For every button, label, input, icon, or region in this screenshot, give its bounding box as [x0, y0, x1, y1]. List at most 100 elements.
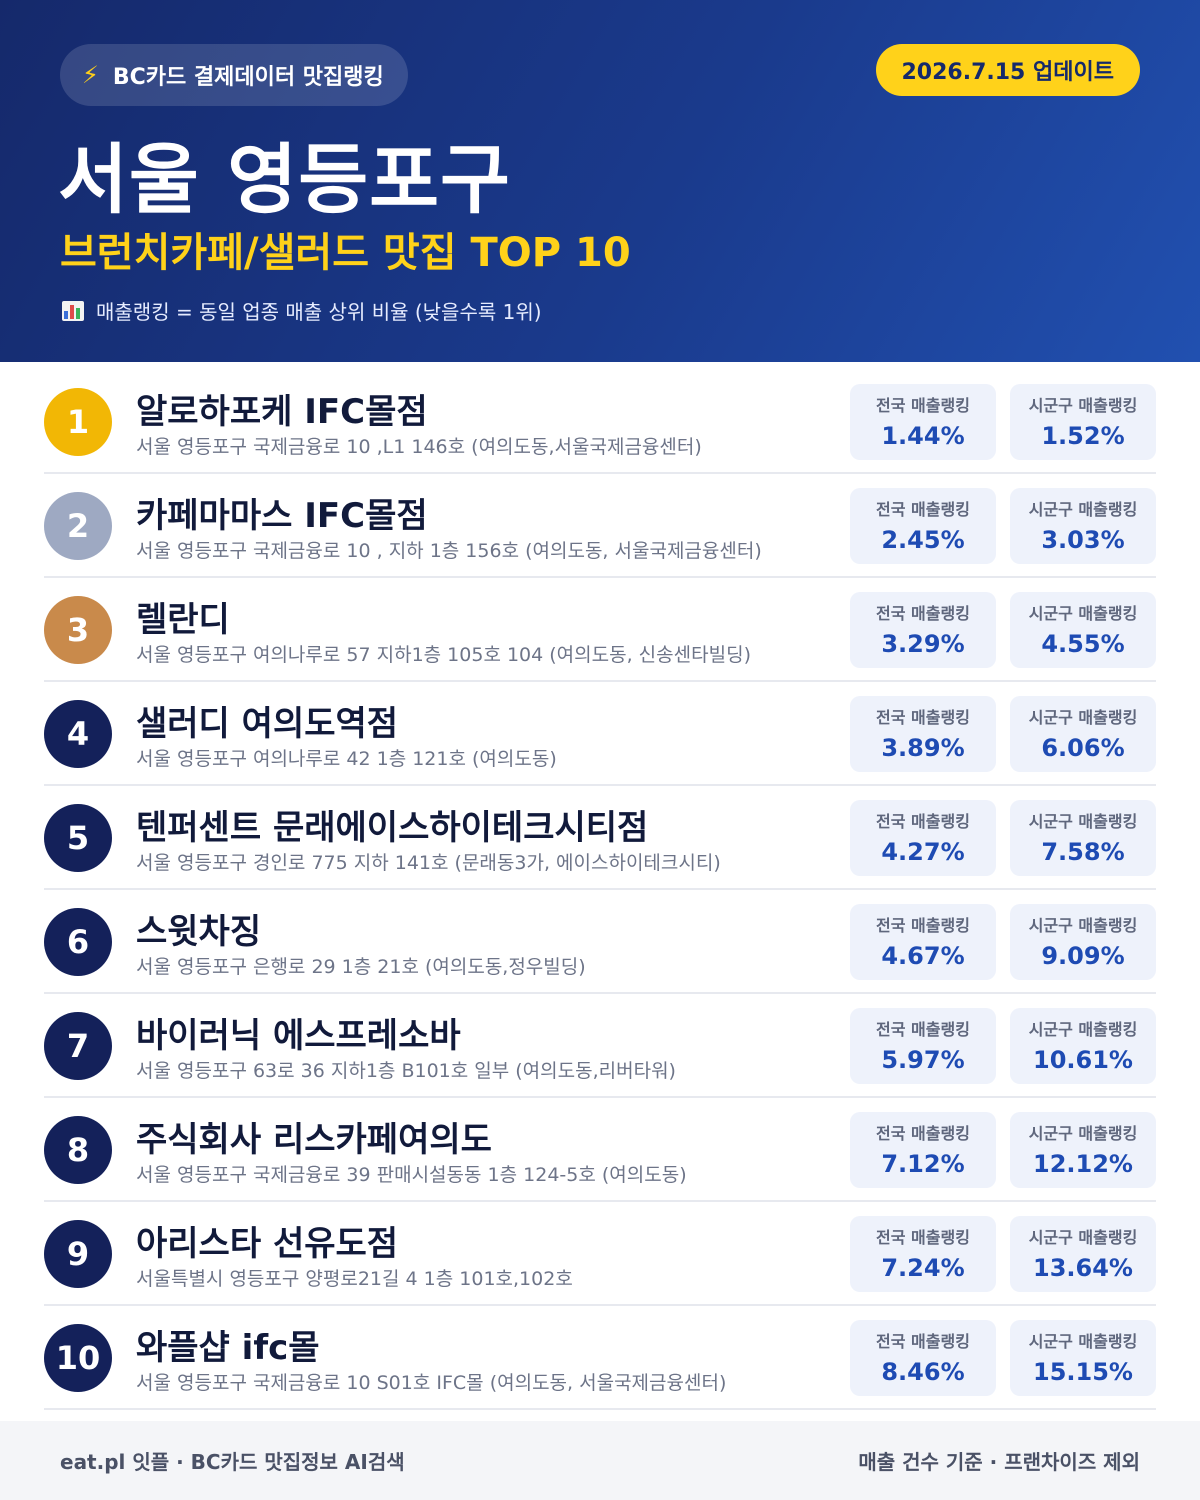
restaurant-address: 서울 영등포구 여의나루로 57 지하1층 105호 104 (여의도동, 신송… — [136, 644, 751, 666]
district-ranking-label: 시군구 매출랭킹 — [1028, 1124, 1138, 1143]
footer-source: eat.pl 잇플 · BC카드 맛집정보 AI검색 — [60, 1450, 405, 1474]
rank-badge: 1 — [44, 388, 112, 456]
ranking-note-text: 매출랭킹 = 동일 업종 매출 상위 비율 (낮을수록 1위) — [96, 300, 542, 324]
national-ranking-value: 1.44% — [881, 422, 965, 450]
district-ranking-label: 시군구 매출랭킹 — [1028, 500, 1138, 519]
district-ranking-box: 시군구 매출랭킹 9.09% — [1010, 904, 1156, 980]
national-ranking-value: 7.24% — [881, 1254, 965, 1282]
national-ranking-box: 전국 매출랭킹 3.89% — [850, 696, 996, 772]
lightning-icon: ⚡ — [82, 61, 99, 89]
page-title: 서울 영등포구 — [58, 135, 511, 224]
district-ranking-value: 1.52% — [1041, 422, 1125, 450]
national-ranking-box: 전국 매출랭킹 2.45% — [850, 488, 996, 564]
district-ranking-box: 시군구 매출랭킹 3.03% — [1010, 488, 1156, 564]
rank-badge: 9 — [44, 1220, 112, 1288]
list-item[interactable]: 3 렐란디 서울 영등포구 여의나루로 57 지하1층 105호 104 (여의도동… — [44, 578, 1156, 682]
restaurant-name: 바이러닉 에스프레소바 — [136, 1016, 461, 1056]
national-ranking-label: 전국 매출랭킹 — [876, 396, 970, 415]
district-ranking-value: 15.15% — [1033, 1358, 1133, 1386]
restaurant-name: 알로하포케 IFC몰점 — [136, 392, 428, 432]
district-ranking-value: 12.12% — [1033, 1150, 1133, 1178]
bar-chart-icon — [62, 300, 84, 321]
restaurant-name: 아리스타 선유도점 — [136, 1224, 399, 1264]
restaurant-address: 서울 영등포구 여의나루로 42 1층 121호 (여의도동) — [136, 748, 557, 770]
district-ranking-box: 시군구 매출랭킹 13.64% — [1010, 1216, 1156, 1292]
restaurant-name: 와플샵 ifc몰 — [136, 1328, 320, 1368]
restaurant-address: 서울 영등포구 경인로 775 지하 141호 (문래동3가, 에이스하이테크시… — [136, 852, 721, 874]
rank-badge: 2 — [44, 492, 112, 560]
district-ranking-value: 7.58% — [1041, 838, 1125, 866]
national-ranking-box: 전국 매출랭킹 4.27% — [850, 800, 996, 876]
district-ranking-label: 시군구 매출랭킹 — [1028, 708, 1138, 727]
national-ranking-value: 3.89% — [881, 734, 965, 762]
restaurant-address: 서울 영등포구 은행로 29 1층 21호 (여의도동,정우빌딩) — [136, 956, 586, 978]
national-ranking-value: 2.45% — [881, 526, 965, 554]
source-badge-text: BC카드 결제데이터 맛집랭킹 — [112, 65, 384, 90]
national-ranking-value: 3.29% — [881, 630, 965, 658]
district-ranking-value: 4.55% — [1041, 630, 1125, 658]
restaurant-name: 주식회사 리스카페여의도 — [136, 1120, 492, 1160]
national-ranking-label: 전국 매출랭킹 — [876, 1020, 970, 1039]
list-item[interactable]: 5 텐퍼센트 문래에이스하이테크시티점 서울 영등포구 경인로 775 지하 141… — [44, 786, 1156, 890]
header-banner: ⚡ BC카드 결제데이터 맛집랭킹 2026.7.15 업데이트 서울 영등포구… — [0, 0, 1200, 362]
district-ranking-box: 시군구 매출랭킹 10.61% — [1010, 1008, 1156, 1084]
national-ranking-box: 전국 매출랭킹 1.44% — [850, 384, 996, 460]
national-ranking-box: 전국 매출랭킹 5.97% — [850, 1008, 996, 1084]
national-ranking-box: 전국 매출랭킹 7.24% — [850, 1216, 996, 1292]
district-ranking-label: 시군구 매출랭킹 — [1028, 604, 1138, 623]
district-ranking-box: 시군구 매출랭킹 12.12% — [1010, 1112, 1156, 1188]
district-ranking-box: 시군구 매출랭킹 4.55% — [1010, 592, 1156, 668]
list-item[interactable]: 7 바이러닉 에스프레소바 서울 영등포구 63로 36 지하1층 B101호 일부… — [44, 994, 1156, 1098]
rank-badge: 4 — [44, 700, 112, 768]
restaurant-name: 카페마마스 IFC몰점 — [136, 496, 428, 536]
district-ranking-label: 시군구 매출랭킹 — [1028, 1020, 1138, 1039]
district-ranking-box: 시군구 매출랭킹 15.15% — [1010, 1320, 1156, 1396]
national-ranking-box: 전국 매출랭킹 7.12% — [850, 1112, 996, 1188]
district-ranking-label: 시군구 매출랭킹 — [1028, 396, 1138, 415]
national-ranking-label: 전국 매출랭킹 — [876, 812, 970, 831]
source-badge: ⚡ BC카드 결제데이터 맛집랭킹 — [60, 44, 408, 106]
restaurant-address: 서울 영등포구 국제금융로 10 S01호 IFC몰 (여의도동, 서울국제금융… — [136, 1372, 727, 1394]
district-ranking-box: 시군구 매출랭킹 1.52% — [1010, 384, 1156, 460]
restaurant-name: 렐란디 — [136, 600, 230, 640]
restaurant-name: 스윗차징 — [136, 912, 262, 952]
restaurant-address: 서울 영등포구 국제금융로 10 , 지하 1층 156호 (여의도동, 서울국… — [136, 540, 762, 562]
district-ranking-value: 3.03% — [1041, 526, 1125, 554]
national-ranking-label: 전국 매출랭킹 — [876, 1124, 970, 1143]
national-ranking-value: 5.97% — [881, 1046, 965, 1074]
ranking-note: 매출랭킹 = 동일 업종 매출 상위 비율 (낮을수록 1위) — [62, 296, 542, 325]
rank-badge: 5 — [44, 804, 112, 872]
national-ranking-value: 4.27% — [881, 838, 965, 866]
restaurant-name: 샐러디 여의도역점 — [136, 704, 399, 744]
rank-badge: 6 — [44, 908, 112, 976]
district-ranking-label: 시군구 매출랭킹 — [1028, 1332, 1138, 1351]
footer-criteria: 매출 건수 기준 · 프랜차이즈 제외 — [858, 1450, 1140, 1474]
rank-badge: 7 — [44, 1012, 112, 1080]
national-ranking-label: 전국 매출랭킹 — [876, 604, 970, 623]
national-ranking-label: 전국 매출랭킹 — [876, 916, 970, 935]
district-ranking-value: 13.64% — [1033, 1254, 1133, 1282]
restaurant-address: 서울 영등포구 국제금융로 10 ,L1 146호 (여의도동,서울국제금융센터… — [136, 436, 702, 458]
national-ranking-label: 전국 매출랭킹 — [876, 1332, 970, 1351]
national-ranking-label: 전국 매출랭킹 — [876, 1228, 970, 1247]
national-ranking-value: 4.67% — [881, 942, 965, 970]
district-ranking-label: 시군구 매출랭킹 — [1028, 812, 1138, 831]
district-ranking-value: 9.09% — [1041, 942, 1125, 970]
restaurant-address: 서울 영등포구 국제금융로 39 판매시설동동 1층 124-5호 (여의도동) — [136, 1164, 687, 1186]
rank-badge: 10 — [44, 1324, 112, 1392]
restaurant-address: 서울특별시 영등포구 양평로21길 4 1층 101호,102호 — [136, 1268, 573, 1290]
page-subtitle: 브런치카페/샐러드 맛집 TOP 10 — [60, 230, 631, 276]
district-ranking-box: 시군구 매출랭킹 6.06% — [1010, 696, 1156, 772]
footer: eat.pl 잇플 · BC카드 맛집정보 AI검색 매출 건수 기준 · 프랜… — [0, 1421, 1200, 1500]
district-ranking-label: 시군구 매출랭킹 — [1028, 916, 1138, 935]
district-ranking-box: 시군구 매출랭킹 7.58% — [1010, 800, 1156, 876]
district-ranking-value: 6.06% — [1041, 734, 1125, 762]
list-item[interactable]: 8 주식회사 리스카페여의도 서울 영등포구 국제금융로 39 판매시설동동 1층 … — [44, 1098, 1156, 1202]
national-ranking-value: 8.46% — [881, 1358, 965, 1386]
